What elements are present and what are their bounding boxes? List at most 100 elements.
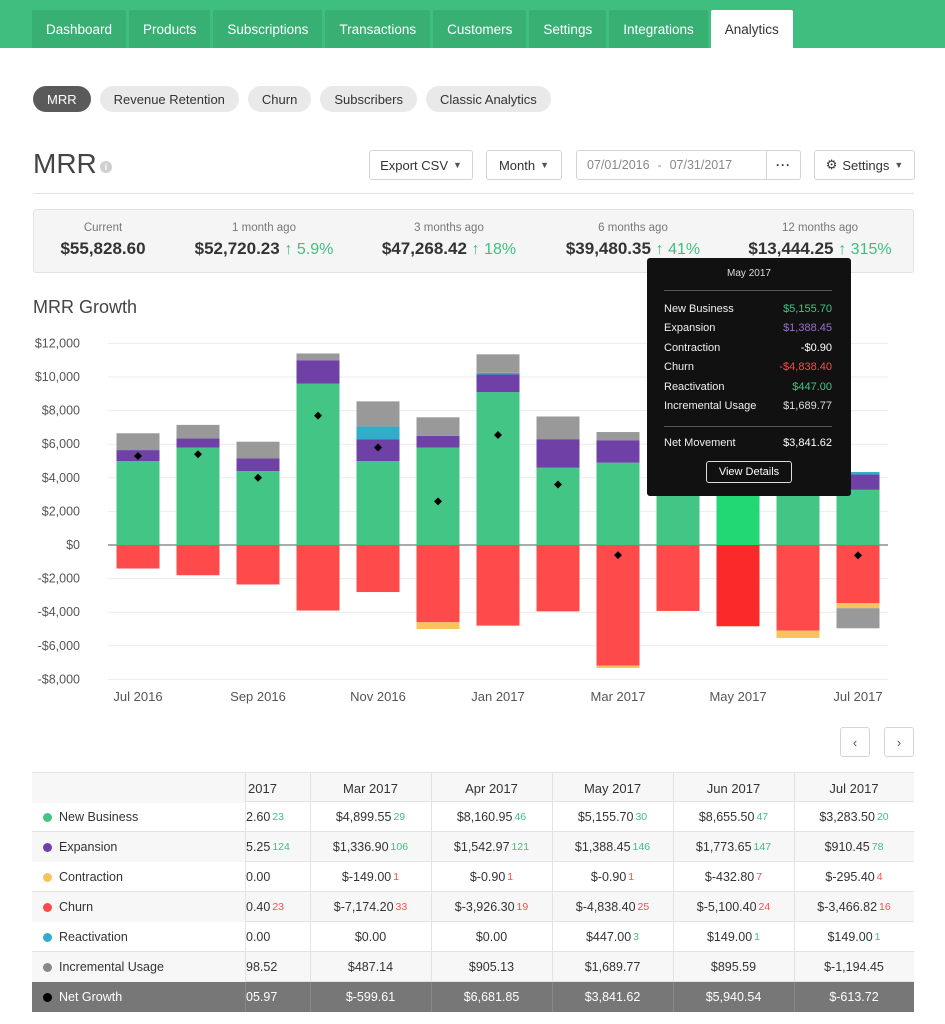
table-row: Churn 0.40 23 $-7,174.20 33 $-3,926.30 19 $-… (32, 892, 914, 922)
row-label-text: Expansion (59, 840, 118, 854)
tab-transactions[interactable]: Transactions (325, 10, 431, 48)
cell-value: 0.00 (246, 870, 271, 884)
tooltip-value: $447.00 (792, 381, 832, 393)
cell-count: 46 (514, 811, 527, 823)
tab-customers[interactable]: Customers (433, 10, 527, 48)
net-movement-marker (614, 551, 622, 560)
x-tick-label: May 2017 (709, 689, 766, 704)
column-divider (431, 832, 432, 862)
column-header[interactable]: 2017 (248, 780, 277, 796)
bar-segment-new-business (116, 461, 160, 545)
date-from-input[interactable]: 07/01/2016 (587, 158, 650, 172)
column-divider (431, 892, 432, 922)
period-select[interactable]: Month ▼ (486, 150, 562, 180)
table-cell: $-3,926.30 19 (431, 892, 552, 922)
tooltip-label: Reactivation (664, 381, 725, 393)
column-divider (310, 862, 311, 892)
tab-settings[interactable]: Settings (529, 10, 607, 48)
bar-segment-churn (176, 545, 220, 576)
pill-subscribers[interactable]: Subscribers (320, 86, 417, 112)
bar-segment-incremental (236, 441, 280, 459)
bar-segment-reactivation (476, 372, 520, 375)
cell-count: 19 (516, 901, 529, 913)
chevron-down-icon: ▼ (540, 160, 550, 170)
stat-change: ↑ 315% (838, 241, 892, 258)
pill-mrr[interactable]: MRR (33, 86, 91, 112)
cell-value: $-3,466.82 (817, 900, 878, 914)
cell-value: $-4,838.40 (575, 900, 636, 914)
column-divider (794, 952, 795, 982)
bar-segment-churn (776, 545, 820, 631)
table-cell: $-613.72 (794, 982, 914, 1012)
table-row: New Business 2.60 23 $4,899.55 29 $8,160.95… (32, 802, 914, 832)
more-options-button[interactable]: ··· (766, 151, 800, 179)
table-cell: $8,655.50 47 (673, 802, 794, 832)
column-divider (673, 952, 674, 982)
stat-3-months-ago: 3 months ago $47,268.42 ↑ 18% (369, 222, 529, 259)
table-cell: $-0.90 1 (431, 862, 552, 892)
tab-analytics[interactable]: Analytics (710, 10, 793, 48)
bar-segment-incremental (116, 433, 160, 451)
cell-count: 29 (393, 811, 406, 823)
column-header[interactable]: Jun 2017 (706, 780, 761, 796)
column-header[interactable]: Mar 2017 (343, 780, 398, 796)
export-csv-button[interactable]: Export CSV ▼ (369, 150, 473, 180)
column-divider (310, 773, 311, 803)
pill-churn[interactable]: Churn (247, 86, 312, 112)
cell-value: $-295.40 (825, 870, 875, 884)
date-range-picker[interactable]: 07/01/2016 - 07/31/2017 ··· (576, 150, 801, 180)
cell-value: $8,655.50 (698, 810, 755, 824)
table-cell: $8,160.95 46 (431, 802, 552, 832)
settings-label: Settings (842, 157, 890, 173)
tooltip-label: Contraction (664, 342, 721, 354)
column-divider (794, 922, 795, 952)
stat-label: 1 month ago (232, 222, 296, 234)
cell-count: 25 (637, 901, 650, 913)
column-header[interactable]: May 2017 (583, 780, 642, 796)
date-to-input[interactable]: 07/31/2017 (669, 158, 733, 172)
column-divider (673, 832, 674, 862)
bar-segment-expansion (236, 458, 280, 472)
column-divider (673, 982, 674, 1012)
bar-segment-new-business (296, 383, 340, 545)
table-row: Net Growth 05.97 $-599.61 $6,681.85 $3,841.6… (32, 982, 914, 1012)
stat-current: Current $55,828.60 (34, 222, 172, 259)
cell-count: 7 (756, 871, 763, 883)
table-row: Expansion 5.25 124 $1,336.90 106 $1,542.97 … (32, 832, 914, 862)
prev-page-button[interactable]: ‹ (840, 727, 870, 757)
table-cell: 98.52 (246, 952, 310, 982)
settings-button[interactable]: ⚙ Settings ▼ (814, 150, 915, 180)
column-divider (431, 922, 432, 952)
pill-classic-analytics[interactable]: Classic Analytics (425, 86, 551, 112)
top-nav-bar: Dashboard Products Subscriptions Transac… (0, 0, 945, 48)
tooltip-divider (664, 426, 832, 427)
tab-subscriptions[interactable]: Subscriptions (213, 10, 323, 48)
column-divider (552, 892, 553, 922)
cell-count: 23 (272, 901, 285, 913)
column-header[interactable]: Jul 2017 (829, 780, 879, 796)
column-header[interactable]: Apr 2017 (465, 780, 518, 796)
net-movement-marker (134, 451, 142, 460)
row-label: Expansion (32, 832, 246, 862)
net-movement-marker (494, 430, 502, 439)
cell-value: $-7,174.20 (333, 900, 394, 914)
bar-segment-incremental (176, 424, 220, 439)
view-details-button[interactable]: View Details (706, 461, 792, 483)
pill-revenue-retention[interactable]: Revenue Retention (99, 86, 239, 112)
stat-label: 3 months ago (414, 222, 484, 234)
tab-products[interactable]: Products (129, 10, 211, 48)
tab-dashboard[interactable]: Dashboard (32, 10, 127, 48)
period-label: Month (498, 157, 536, 173)
cell-count: 147 (753, 841, 772, 853)
stat-label: Current (83, 222, 123, 234)
chevron-down-icon: ▼ (453, 160, 462, 170)
table-header-empty (32, 773, 246, 803)
table-cell: $4,899.55 29 (310, 802, 431, 832)
cell-value: $5,940.54 (705, 990, 762, 1004)
info-icon[interactable]: i (100, 161, 112, 173)
bar-segment-incremental (476, 354, 520, 373)
tab-integrations[interactable]: Integrations (609, 10, 708, 48)
next-page-button[interactable]: › (884, 727, 914, 757)
table-header-row: 2017 Mar 2017 Apr 2017 May 2017 Jun 2017 Jul … (32, 772, 914, 803)
column-divider (552, 922, 553, 952)
